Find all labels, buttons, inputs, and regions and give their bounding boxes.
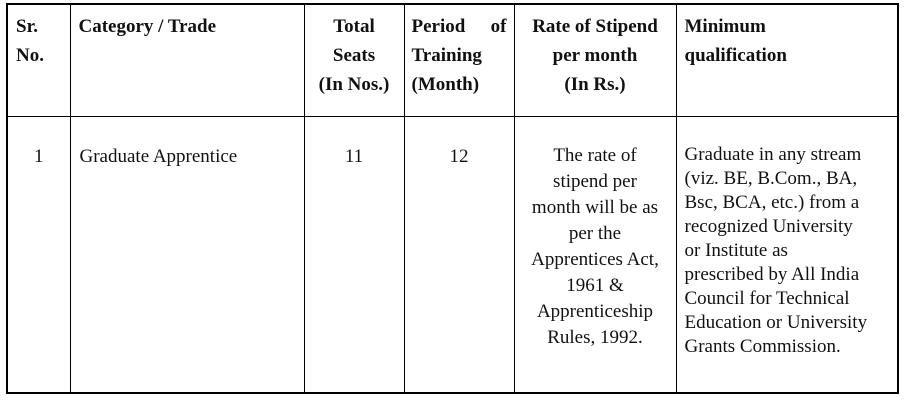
table-header-row: Sr. No. Category / Trade Total Seats (In… [6,3,899,117]
cell-rate-of-stipend: The rate of stipend per month will be as… [513,115,677,394]
cell-total-seats: 11 [303,115,405,394]
header-minimum-qualification: Minimum qualification [675,3,899,117]
header-period-of-training: Period of Training (Month) [403,3,515,117]
apprenticeship-notice-table-container: Sr. No. Category / Trade Total Seats (In… [6,3,899,394]
cell-period-of-training: 12 [403,115,515,394]
table-row: 1 Graduate Apprentice 11 12 The rate of … [6,115,899,394]
apprenticeship-vacancy-table: Sr. No. Category / Trade Total Seats (In… [6,3,899,394]
header-total-seats: Total Seats (In Nos.) [303,3,405,117]
header-rate-of-stipend: Rate of Stipend per month (In Rs.) [513,3,677,117]
cell-category-trade: Graduate Apprentice [69,115,305,394]
cell-sr-no: 1 [6,115,71,394]
header-sr-no: Sr. No. [6,3,71,117]
header-category-trade: Category / Trade [69,3,305,117]
cell-minimum-qualification: Graduate in any stream (viz. BE, B.Com.,… [675,115,899,394]
